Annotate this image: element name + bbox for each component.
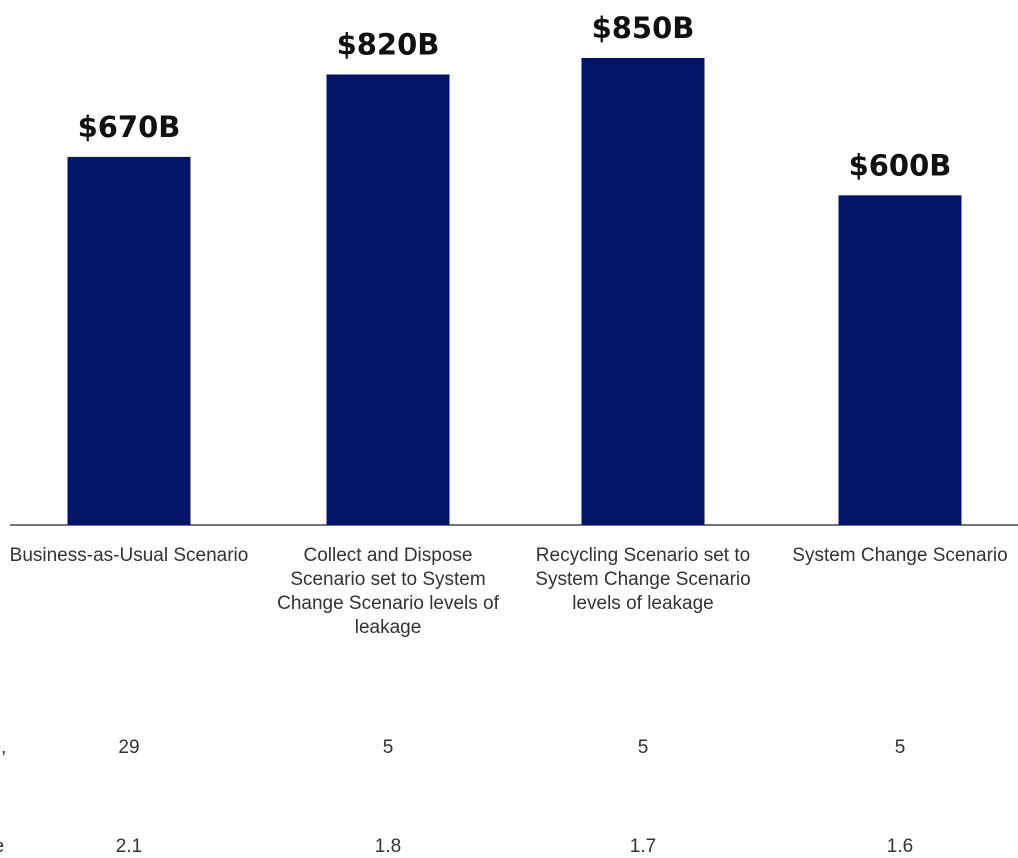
row-label: e: [0, 836, 4, 858]
data-label: $600B: [849, 148, 952, 182]
table-cell: 29: [118, 737, 140, 758]
table-cell: 1.6: [886, 836, 914, 857]
bar: [326, 74, 450, 525]
row-label: e,: [0, 737, 7, 758]
table-cell: 5: [637, 737, 649, 758]
table-cell: 1.7: [629, 836, 657, 857]
data-label: $670B: [78, 110, 181, 144]
table-cell: 1.8: [374, 836, 402, 857]
category-label: Collect and Dispose Scenario set to Syst…: [277, 545, 499, 638]
table-cell: 2.1: [115, 836, 143, 857]
table-cell: 5: [894, 737, 906, 758]
category-label: System Change Scenario: [792, 545, 1008, 566]
data-label: $850B: [592, 11, 695, 45]
bar: [67, 156, 191, 526]
category-label: Recycling Scenario set to System Change …: [535, 545, 751, 614]
category-label: Business-as-Usual Scenario: [9, 545, 249, 566]
bar: [581, 58, 705, 525]
data-label: $820B: [337, 27, 440, 61]
table-cell: 5: [382, 737, 394, 758]
bar: [838, 195, 962, 525]
